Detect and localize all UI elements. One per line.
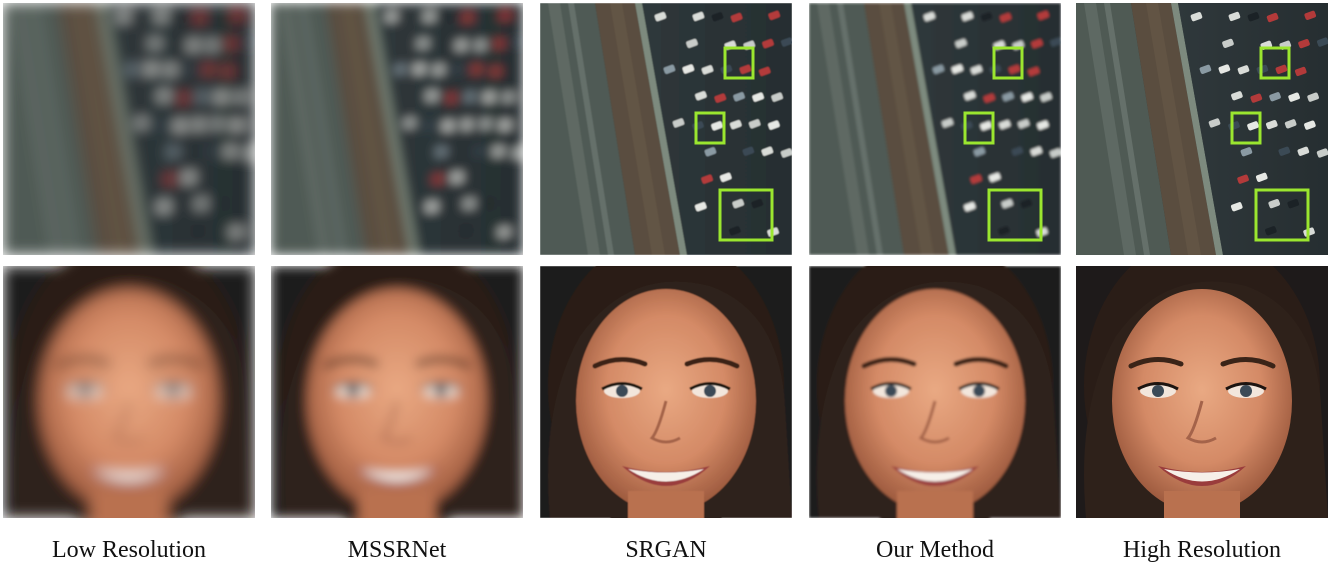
highlight-box: [987, 188, 1043, 242]
highlight-box: [718, 188, 774, 242]
caption-our-method: Our Method: [876, 537, 994, 563]
aerial-image: [3, 3, 255, 255]
aerial-panel-low-resolution: [3, 3, 255, 255]
aerial-image: [1076, 3, 1328, 255]
highlight-box: [694, 111, 726, 145]
caption-high-resolution: High Resolution: [1122, 537, 1281, 563]
highlight-box: [1254, 188, 1310, 242]
highlight-box: [992, 46, 1024, 80]
face-panel-our-method: [809, 266, 1061, 518]
aerial-panel-high-resolution: [1076, 3, 1328, 255]
face-image: [540, 266, 792, 518]
highlight-box: [963, 111, 995, 145]
caption-low-resolution: Low Resolution: [52, 537, 206, 563]
aerial-image: [540, 3, 792, 255]
caption-mssrnet: MSSRNet: [347, 537, 447, 563]
aerial-panel-srgan: [540, 3, 792, 255]
highlight-box: [1230, 111, 1262, 145]
face-panel-high-resolution: [1076, 266, 1328, 518]
highlight-box: [1259, 46, 1291, 80]
highlight-box: [723, 46, 755, 80]
face-panel-mssrnet: [271, 266, 523, 518]
face-panel-srgan: [540, 266, 792, 518]
aerial-image: [271, 3, 523, 255]
caption-srgan: SRGAN: [625, 537, 707, 563]
face-image: [809, 266, 1061, 518]
aerial-panel-our-method: [809, 3, 1061, 255]
face-image: [271, 266, 523, 518]
aerial-panel-mssrnet: [271, 3, 523, 255]
aerial-image: [809, 3, 1061, 255]
face-panel-low-resolution: [3, 266, 255, 518]
face-image: [1076, 266, 1328, 518]
face-image: [3, 266, 255, 518]
